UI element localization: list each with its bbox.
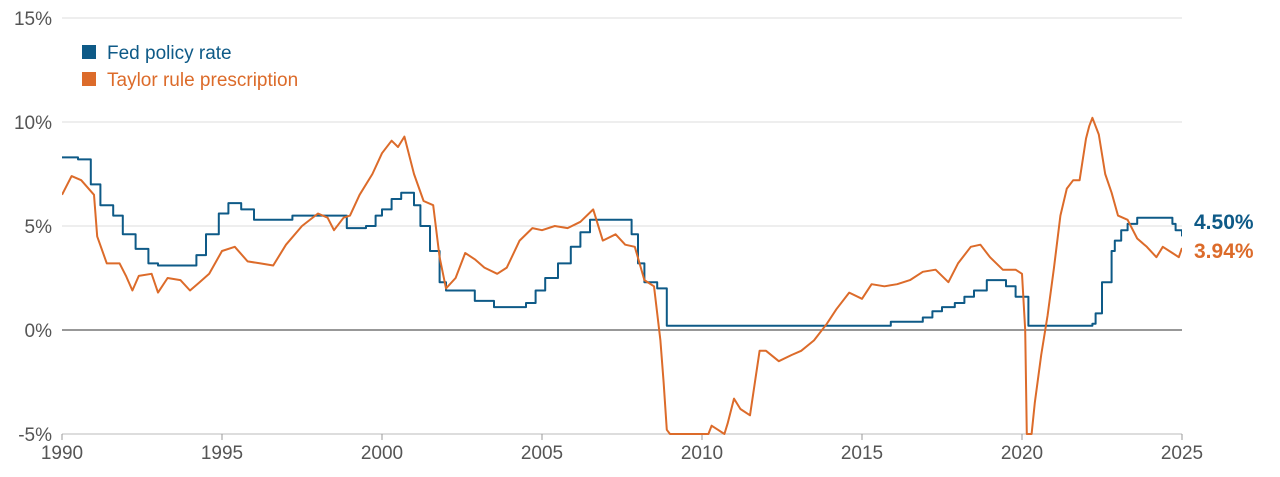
legend-swatch-taylor-rule bbox=[82, 72, 96, 86]
x-tick-label: 2025 bbox=[1161, 443, 1203, 464]
legend-label-fed-policy-rate: Fed policy rate bbox=[107, 43, 232, 64]
y-tick-label: -5% bbox=[18, 425, 52, 446]
y-tick-label: 0% bbox=[25, 321, 53, 342]
x-tick-label: 2020 bbox=[1001, 443, 1043, 464]
legend-swatch-fed-policy-rate bbox=[82, 45, 96, 59]
x-tick-label: 2010 bbox=[681, 443, 723, 464]
x-tick-label: 2015 bbox=[841, 443, 883, 464]
y-tick-label: 15% bbox=[14, 9, 52, 30]
series-line-taylor-rule bbox=[62, 116, 1182, 435]
legend: Fed policy rate Taylor rule prescription bbox=[82, 43, 298, 91]
end-label-taylor-rule: 3.94% bbox=[1194, 240, 1254, 263]
series-lines bbox=[62, 116, 1182, 435]
legend-label-taylor-rule: Taylor rule prescription bbox=[107, 70, 298, 91]
y-tick-label: 5% bbox=[25, 217, 53, 238]
x-tick-label: 2005 bbox=[521, 443, 563, 464]
y-tick-label: 10% bbox=[14, 113, 52, 134]
axes: -5% 0% 5% 10% 15% 1990 1995 2000 2005 2010 2015 202… bbox=[14, 9, 1203, 464]
x-tick-label: 1990 bbox=[41, 443, 83, 464]
x-tick-label: 1995 bbox=[201, 443, 243, 464]
series-line-fed-policy-rate bbox=[62, 156, 1182, 327]
x-tick-label: 2000 bbox=[361, 443, 403, 464]
end-label-fed-policy-rate: 4.50% bbox=[1194, 211, 1254, 234]
